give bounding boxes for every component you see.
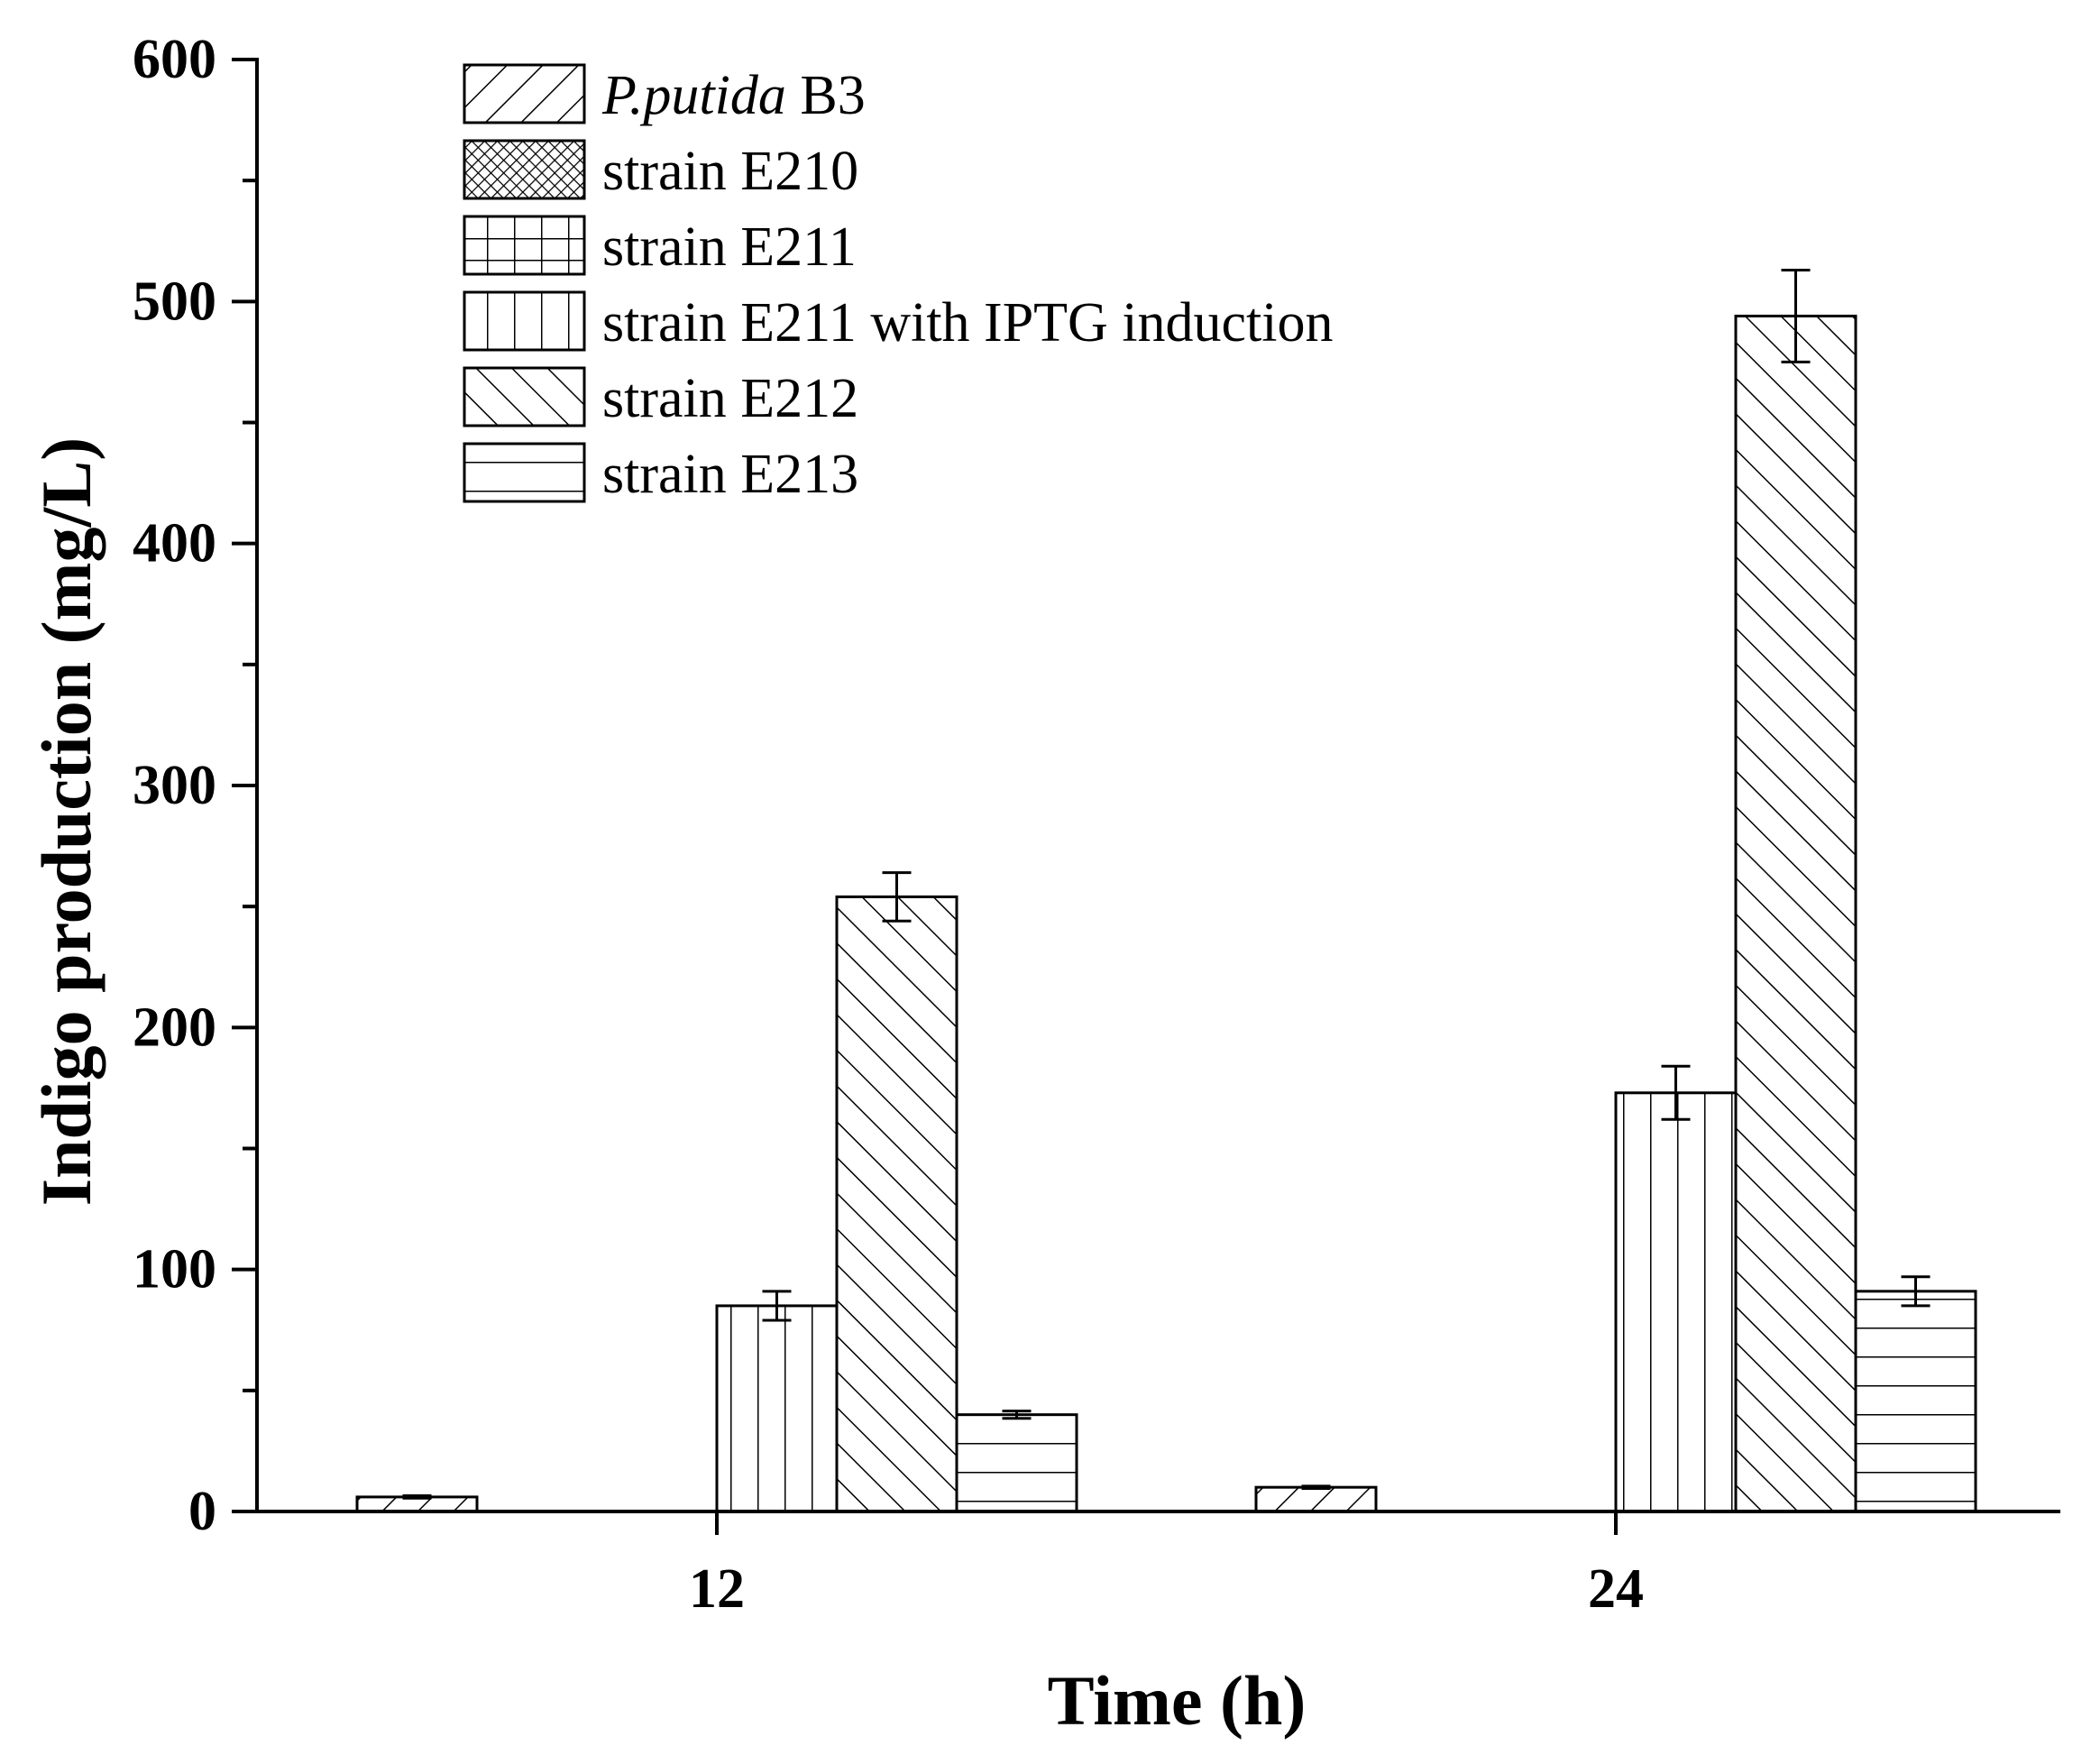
x-tick-label: 12 [689, 1558, 745, 1620]
legend: P.putida B3 strain E210 strain E211 strain … [463, 63, 1334, 505]
y-tick-label: 0 [188, 1481, 216, 1542]
bar-diag-forward-24 [1254, 1485, 1378, 1513]
y-tick-label: 200 [133, 997, 216, 1058]
y-tick-label: 500 [133, 271, 216, 332]
legend-label: strain E211 [602, 216, 857, 278]
bar-diag-backward-24 [1734, 314, 1857, 1513]
x-tick-label: 24 [1588, 1558, 1644, 1620]
legend-swatch-grid [463, 215, 586, 276]
legend-swatch-horizontal [463, 442, 586, 503]
legend-swatch-vertical [463, 290, 586, 352]
legend-swatch-diag-forward [463, 63, 586, 124]
y-axis-title: Indigo production (mg/L) [27, 437, 105, 1206]
bars [355, 268, 1977, 1513]
legend-label: strain E210 [602, 141, 858, 202]
legend-label: P.putida B3 [601, 65, 866, 126]
y-tick-label: 300 [133, 755, 216, 816]
x-axis-title: Time (h) [1048, 1661, 1307, 1740]
y-tick-label: 100 [133, 1239, 216, 1300]
legend-label: strain E212 [602, 368, 858, 429]
legend-label: strain E211 with IPTG induction [602, 292, 1334, 354]
legend-swatch-diag-backward [463, 366, 586, 427]
axes: 0 100 200 300 400 500 600 12 24 Time (h) Indigo pr… [27, 29, 2060, 1740]
bar-vertical-24 [1614, 1091, 1738, 1513]
bar-horizontal-24 [1854, 1290, 1977, 1513]
bar-diag-backward-12 [835, 895, 958, 1513]
legend-swatch-crosshatch [463, 139, 586, 200]
y-tick-label: 600 [133, 29, 216, 90]
bar-vertical-12 [715, 1304, 839, 1513]
legend-label: strain E213 [602, 444, 858, 505]
bar-horizontal-12 [955, 1413, 1078, 1513]
y-tick-label: 400 [133, 513, 216, 574]
